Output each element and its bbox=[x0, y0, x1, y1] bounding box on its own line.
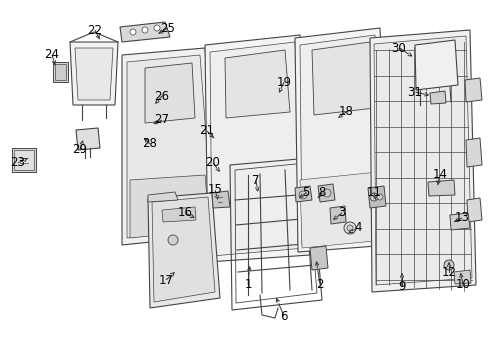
Text: 7: 7 bbox=[252, 175, 259, 188]
Circle shape bbox=[323, 189, 330, 197]
Text: 14: 14 bbox=[431, 168, 447, 181]
Polygon shape bbox=[122, 48, 218, 245]
Polygon shape bbox=[329, 206, 346, 224]
Polygon shape bbox=[70, 42, 118, 105]
Polygon shape bbox=[53, 62, 68, 82]
Text: 6: 6 bbox=[280, 310, 287, 323]
Polygon shape bbox=[162, 207, 196, 222]
Circle shape bbox=[369, 193, 377, 201]
Polygon shape bbox=[299, 172, 384, 248]
Text: 15: 15 bbox=[207, 184, 222, 197]
Text: 20: 20 bbox=[205, 157, 220, 170]
Text: 31: 31 bbox=[407, 85, 422, 99]
Polygon shape bbox=[299, 35, 384, 245]
Polygon shape bbox=[55, 64, 66, 80]
Polygon shape bbox=[130, 175, 209, 238]
Polygon shape bbox=[204, 35, 309, 262]
Polygon shape bbox=[294, 186, 311, 202]
Circle shape bbox=[443, 260, 453, 270]
Polygon shape bbox=[466, 198, 481, 222]
Polygon shape bbox=[128, 82, 164, 118]
Circle shape bbox=[343, 222, 355, 234]
Polygon shape bbox=[148, 192, 178, 202]
Text: 25: 25 bbox=[160, 22, 175, 35]
Text: 30: 30 bbox=[391, 41, 406, 54]
Polygon shape bbox=[209, 42, 305, 256]
Polygon shape bbox=[449, 213, 469, 230]
Text: 10: 10 bbox=[455, 279, 469, 292]
Circle shape bbox=[142, 27, 148, 33]
Polygon shape bbox=[12, 148, 36, 172]
Polygon shape bbox=[224, 50, 289, 118]
Text: 19: 19 bbox=[276, 76, 291, 89]
Polygon shape bbox=[367, 186, 385, 208]
Polygon shape bbox=[14, 150, 34, 170]
Text: 5: 5 bbox=[302, 186, 309, 199]
Circle shape bbox=[130, 29, 136, 35]
Text: 18: 18 bbox=[338, 105, 353, 118]
Text: 21: 21 bbox=[199, 125, 214, 138]
Polygon shape bbox=[294, 28, 389, 252]
Polygon shape bbox=[429, 91, 445, 104]
Text: 4: 4 bbox=[353, 221, 361, 234]
Text: 28: 28 bbox=[142, 138, 157, 150]
Text: 23: 23 bbox=[11, 157, 25, 170]
Polygon shape bbox=[464, 78, 481, 102]
Circle shape bbox=[376, 194, 382, 200]
Text: 8: 8 bbox=[318, 186, 325, 199]
Text: 9: 9 bbox=[397, 280, 405, 293]
Circle shape bbox=[298, 191, 306, 199]
Text: 12: 12 bbox=[441, 265, 456, 279]
Polygon shape bbox=[130, 112, 160, 132]
Text: 1: 1 bbox=[244, 279, 251, 292]
Circle shape bbox=[346, 225, 352, 231]
Text: 13: 13 bbox=[454, 211, 468, 225]
Polygon shape bbox=[120, 22, 170, 42]
Polygon shape bbox=[125, 130, 150, 152]
Polygon shape bbox=[317, 184, 334, 202]
Text: 26: 26 bbox=[154, 90, 169, 103]
Text: 24: 24 bbox=[44, 49, 60, 62]
Text: 17: 17 bbox=[158, 274, 173, 287]
Polygon shape bbox=[465, 138, 481, 167]
Text: 11: 11 bbox=[366, 186, 381, 199]
Polygon shape bbox=[127, 55, 213, 238]
Text: 3: 3 bbox=[338, 207, 345, 220]
Text: 29: 29 bbox=[72, 144, 87, 157]
Polygon shape bbox=[311, 42, 374, 115]
Polygon shape bbox=[148, 193, 220, 308]
Text: 16: 16 bbox=[177, 207, 192, 220]
Circle shape bbox=[168, 235, 178, 245]
Polygon shape bbox=[75, 48, 113, 100]
Polygon shape bbox=[373, 36, 471, 285]
Text: 2: 2 bbox=[316, 279, 323, 292]
Polygon shape bbox=[427, 180, 454, 196]
Polygon shape bbox=[369, 30, 475, 292]
Polygon shape bbox=[414, 40, 457, 90]
Text: 22: 22 bbox=[87, 23, 102, 36]
Polygon shape bbox=[453, 270, 470, 284]
Polygon shape bbox=[212, 191, 229, 208]
Polygon shape bbox=[145, 63, 195, 123]
Text: 27: 27 bbox=[154, 113, 169, 126]
Polygon shape bbox=[152, 197, 215, 302]
Polygon shape bbox=[76, 128, 100, 150]
Circle shape bbox=[154, 25, 160, 31]
Polygon shape bbox=[309, 246, 327, 270]
